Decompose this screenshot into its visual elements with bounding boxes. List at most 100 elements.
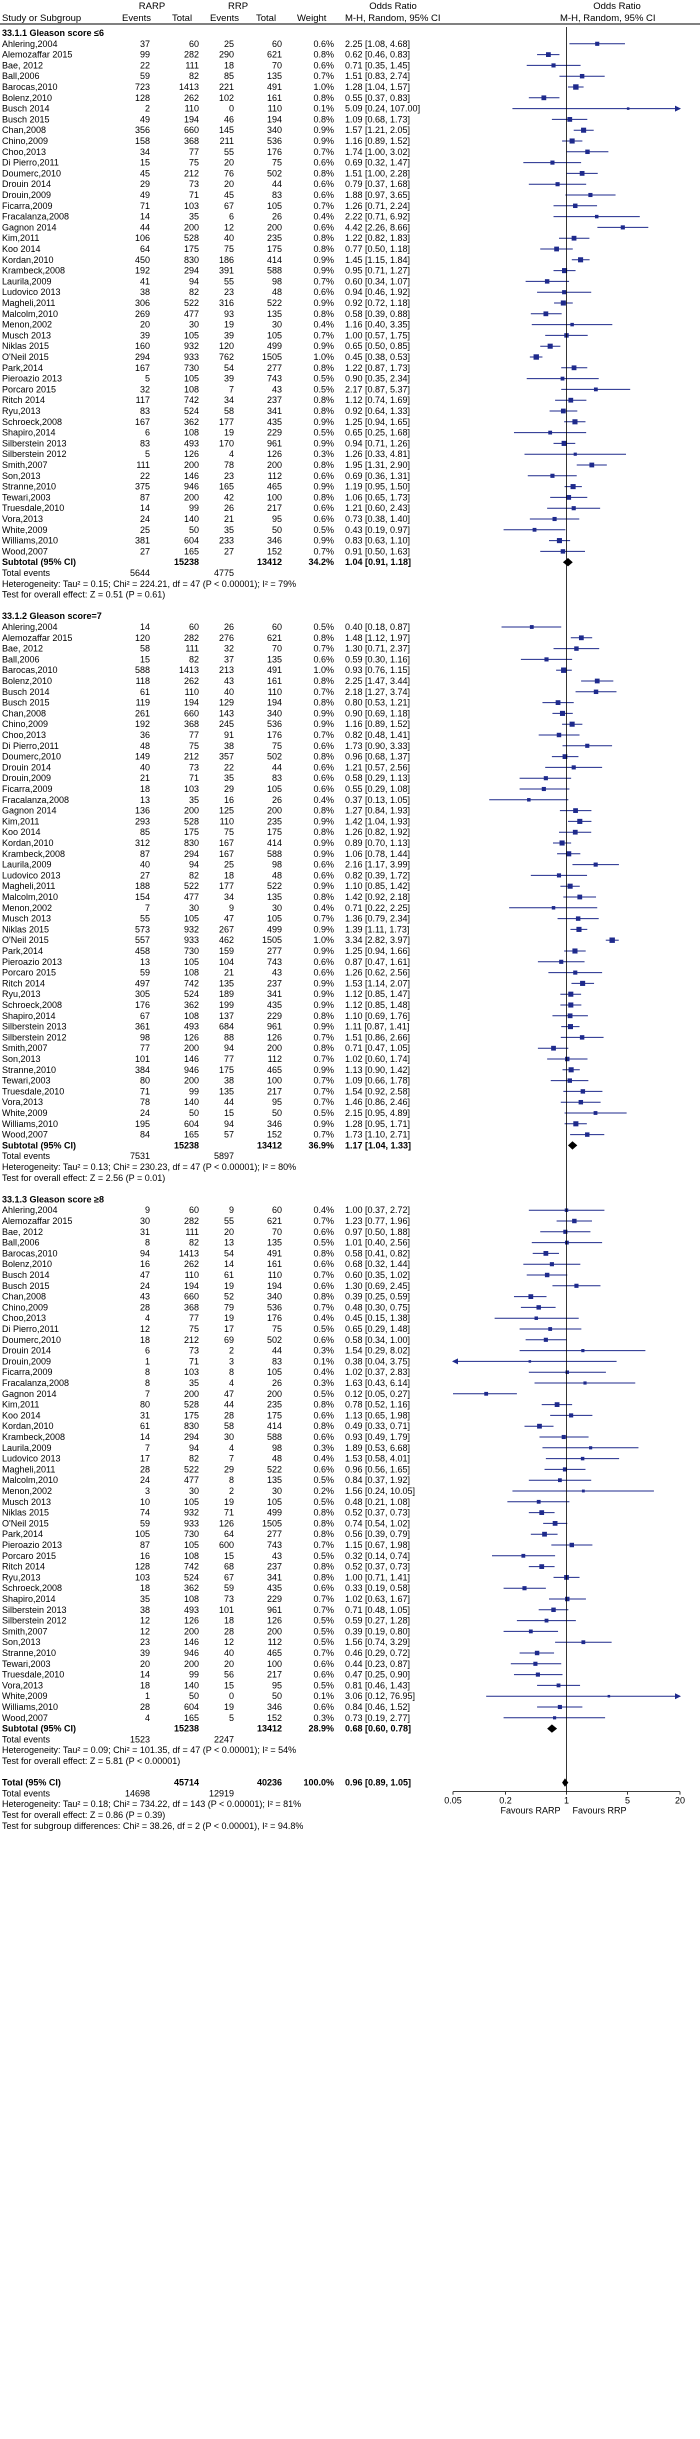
study-name: Chino,2009 <box>2 1302 48 1312</box>
events-rarp: 119 <box>136 698 150 708</box>
study-point-square <box>571 506 576 511</box>
study-point-square <box>548 1327 553 1331</box>
study-weight: 0.9% <box>313 881 334 891</box>
total-rarp: 103 <box>184 1367 199 1377</box>
events-rarp: 14 <box>140 1670 150 1680</box>
events-rrp: 15 <box>224 1108 234 1118</box>
events-rarp: 14 <box>140 503 150 513</box>
total-rrp: 341 <box>267 989 282 999</box>
study-name: Silberstein 2012 <box>2 449 67 459</box>
total-rarp: 212 <box>184 1335 199 1345</box>
study-header: Study or Subgroup <box>2 13 81 24</box>
grand-heterogeneity-text: Heterogeneity: Tau² = 0.18; Chi² = 734.2… <box>2 1799 301 1809</box>
study-point-square <box>570 322 574 327</box>
study-name: Silberstein 2013 <box>2 1022 67 1032</box>
study-point-square <box>543 1251 549 1256</box>
total-rarp: 30 <box>189 1486 199 1496</box>
events-rarp: 167 <box>135 417 150 427</box>
study-or-ci: 1.00 [0.37, 2.72] <box>345 1205 410 1215</box>
study-name: Magheli,2011 <box>2 881 55 891</box>
study-point-square <box>536 1305 541 1310</box>
events-rarp: 8 <box>145 1378 150 1388</box>
study-name: Schroeck,2008 <box>2 417 62 427</box>
study-name: Ludovico 2013 <box>2 287 61 297</box>
study-name: Busch 2014 <box>2 104 50 114</box>
total-rrp: 83 <box>272 190 282 200</box>
study-point-square <box>569 1542 575 1548</box>
events-rrp: 16 <box>224 795 234 805</box>
grand-total-events-label: Total events <box>2 1788 51 1798</box>
total-rarp: 830 <box>184 838 199 848</box>
events-rarp: 12 <box>140 1626 150 1636</box>
study-point-square <box>571 765 576 770</box>
study-weight: 0.9% <box>313 1065 334 1075</box>
study-point-square <box>595 41 600 46</box>
total-rarp: 30 <box>189 903 199 913</box>
events-rarp: 23 <box>140 1637 150 1647</box>
total-rarp: 111 <box>185 60 199 70</box>
events-rrp: 4 <box>229 449 234 459</box>
events-rrp: 37 <box>224 654 234 664</box>
total-rrp: 26 <box>272 212 282 222</box>
events-rarp: 24 <box>140 514 150 524</box>
study-weight: 0.9% <box>313 536 334 546</box>
events-rrp: 19 <box>224 320 234 330</box>
study-or-ci: 0.45 [0.15, 1.38] <box>345 1313 410 1323</box>
total-rarp: 75 <box>189 741 199 751</box>
study-weight: 0.7% <box>313 1216 334 1226</box>
study-or-ci: 0.74 [0.54, 1.02] <box>345 1518 410 1528</box>
study-or-ci: 1.63 [0.43, 6.14] <box>345 1378 410 1388</box>
study-point-square <box>575 916 581 921</box>
events-rrp: 29 <box>224 784 234 794</box>
study-point-square <box>544 1272 550 1278</box>
study-or-ci: 0.39 [0.19, 0.80] <box>345 1626 410 1636</box>
study-name: Barocas,2010 <box>2 1248 58 1258</box>
total-rarp: 368 <box>184 1302 199 1312</box>
study-point-square <box>579 1035 585 1040</box>
events-rarp: 381 <box>135 536 150 546</box>
study-point-square <box>556 873 562 878</box>
events-rrp: 145 <box>219 125 234 135</box>
study-weight: 0.2% <box>313 1486 334 1496</box>
study-or-ci: 1.73 [0.90, 3.33] <box>345 741 410 751</box>
events-rrp: 165 <box>219 482 234 492</box>
study-weight: 0.4% <box>313 1454 334 1464</box>
study-point-square <box>561 667 567 673</box>
total-rarp: 126 <box>184 449 199 459</box>
total-rarp: 77 <box>189 1313 199 1323</box>
events-rarp: 149 <box>135 752 150 762</box>
total-rarp: 477 <box>184 1475 199 1485</box>
study-name: Tewari,2003 <box>2 1076 51 1086</box>
study-or-ci: 1.12 [0.85, 1.47] <box>345 989 410 999</box>
study-name: Ahlering,2004 <box>2 622 58 632</box>
total-rrp: 43 <box>272 384 282 394</box>
study-or-ci: 0.60 [0.35, 1.02] <box>345 1270 410 1280</box>
total-rarp: 73 <box>189 179 199 189</box>
events-rarp: 18 <box>140 1583 150 1593</box>
events-rrp: 5 <box>229 1713 234 1723</box>
study-name: Kordan,2010 <box>2 838 54 848</box>
total-rarp: 200 <box>184 1043 199 1053</box>
study-name: Choo,2013 <box>2 1313 46 1323</box>
events-rarp: 18 <box>140 1335 150 1345</box>
study-weight: 0.5% <box>313 428 334 438</box>
events-rrp: 102 <box>219 93 234 103</box>
study-point-square <box>593 387 598 392</box>
total-rarp: 35 <box>189 1378 199 1388</box>
events-rrp: 28 <box>224 1410 234 1420</box>
study-or-ci: 0.82 [0.48, 1.41] <box>345 730 410 740</box>
study-weight: 0.3% <box>313 1346 334 1356</box>
events2-header: Events <box>210 13 239 24</box>
total-rarp: 200 <box>184 1659 199 1669</box>
study-point-square <box>533 1661 538 1666</box>
events-rrp: 9 <box>229 903 234 913</box>
total-rrp: 152 <box>267 546 282 556</box>
total-events-rrp: 5897 <box>214 1151 234 1161</box>
events-rrp: 213 <box>219 665 234 675</box>
study-weight: 0.6% <box>313 762 334 772</box>
events-rrp: 684 <box>219 1022 234 1032</box>
study-point-square <box>585 743 590 748</box>
study-or-ci: 1.88 [0.97, 3.65] <box>345 190 410 200</box>
events-rrp: 8 <box>229 1475 234 1485</box>
events-rrp: 245 <box>219 719 234 729</box>
